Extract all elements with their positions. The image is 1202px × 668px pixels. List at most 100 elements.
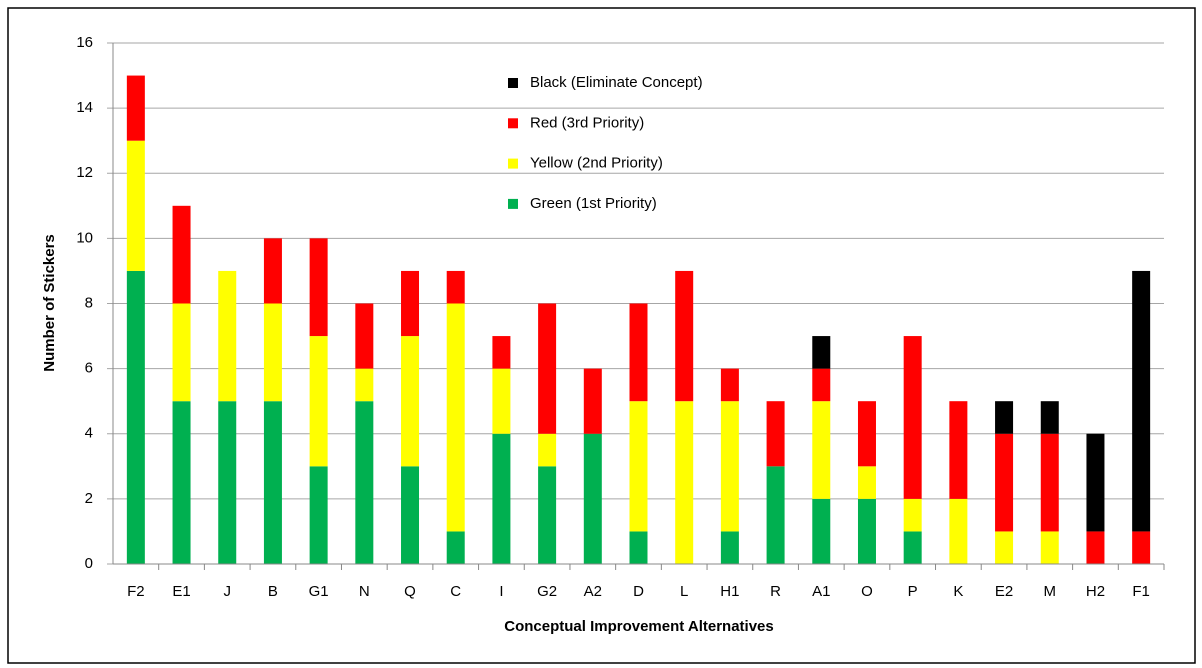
bar-segment xyxy=(812,368,831,402)
x-tick-label: D xyxy=(633,583,644,600)
bar-segment xyxy=(857,466,876,499)
bar-segment xyxy=(1040,433,1059,532)
y-tick-label: 10 xyxy=(76,229,93,246)
bar-segment xyxy=(583,433,602,564)
bar-segment xyxy=(218,401,237,564)
bar-segment xyxy=(401,336,420,467)
x-tick-label: P xyxy=(908,583,918,600)
bar-segment xyxy=(857,401,876,467)
x-tick-label: O xyxy=(861,583,873,600)
x-tick-label: L xyxy=(680,583,688,600)
bar-segment xyxy=(629,401,648,532)
bar-segment xyxy=(218,270,237,402)
bar-segment xyxy=(1132,531,1151,564)
bar-segment xyxy=(903,531,922,564)
bar-segment xyxy=(126,270,145,564)
bar-segment xyxy=(538,303,557,434)
x-axis-title: Conceptual Improvement Alternatives xyxy=(504,618,774,635)
x-tick-label: E1 xyxy=(172,583,190,600)
bar-segment xyxy=(492,336,511,369)
bar-segment xyxy=(309,238,328,337)
y-tick-label: 2 xyxy=(85,490,93,507)
legend-label: Green (1st Priority) xyxy=(530,195,657,212)
y-tick-label: 0 xyxy=(85,555,93,572)
bar-segment xyxy=(766,401,785,467)
bar-segment xyxy=(812,336,831,369)
bar-segment xyxy=(172,401,191,564)
bar-segment xyxy=(629,303,648,402)
bar-segment xyxy=(126,140,145,271)
x-tick-label: F1 xyxy=(1132,583,1150,600)
x-tick-label: N xyxy=(359,583,370,600)
bar-segment xyxy=(675,401,694,564)
bar-segment xyxy=(401,270,420,337)
bar-segment xyxy=(675,270,694,402)
legend-swatch xyxy=(508,118,518,129)
bar-segment xyxy=(583,368,602,434)
bar-segment xyxy=(446,303,465,532)
bar-segment xyxy=(720,531,739,564)
bar-segment xyxy=(995,433,1014,532)
x-tick-label: H1 xyxy=(720,583,739,600)
bar-segment xyxy=(720,401,739,532)
x-tick-label: Q xyxy=(404,583,416,600)
bar-segment xyxy=(309,466,328,564)
y-tick-label: 4 xyxy=(85,425,93,442)
y-tick-label: 16 xyxy=(76,34,93,51)
bar-segment xyxy=(263,401,282,564)
bar-segment xyxy=(1132,270,1151,532)
bar-segment xyxy=(1086,531,1105,564)
bar-segment xyxy=(492,368,511,434)
bar-segment xyxy=(263,303,282,402)
bar-segment xyxy=(538,433,557,467)
bar-segment xyxy=(812,401,831,499)
bar-segment xyxy=(492,433,511,564)
x-tick-label: K xyxy=(953,583,963,600)
y-tick-label: 12 xyxy=(76,164,93,181)
x-tick-label: J xyxy=(223,583,231,600)
bar-segment xyxy=(720,368,739,402)
bar-segment xyxy=(309,336,328,467)
x-tick-label: M xyxy=(1044,583,1057,600)
bar-segment xyxy=(446,270,465,304)
legend-swatch xyxy=(508,158,518,169)
bar-segment xyxy=(355,303,374,369)
bar-segment xyxy=(1040,401,1059,434)
x-tick-label: I xyxy=(499,583,503,600)
x-tick-label: G2 xyxy=(537,583,557,600)
y-tick-label: 14 xyxy=(76,99,93,116)
bar-segment xyxy=(446,531,465,564)
legend-label: Red (3rd Priority) xyxy=(530,114,644,131)
bar-segment xyxy=(401,466,420,564)
bar-segment xyxy=(126,75,145,141)
bar-segment xyxy=(1040,531,1059,564)
bar-segment xyxy=(355,401,374,564)
x-tick-label: A2 xyxy=(584,583,602,600)
legend-swatch xyxy=(508,78,518,88)
bar-segment xyxy=(857,498,876,564)
bar-segment xyxy=(172,205,191,304)
x-tick-label: G1 xyxy=(309,583,329,600)
legend-label: Black (Eliminate Concept) xyxy=(530,74,703,91)
x-tick-label: C xyxy=(450,583,461,600)
y-tick-label: 6 xyxy=(85,360,93,377)
bar-segment xyxy=(172,303,191,402)
x-tick-label: E2 xyxy=(995,583,1013,600)
x-tick-label: A1 xyxy=(812,583,830,600)
bar-segment xyxy=(903,336,922,499)
bar-segment xyxy=(629,531,648,564)
bar-segment xyxy=(538,466,557,564)
x-tick-label: B xyxy=(268,583,278,600)
bar-segment xyxy=(995,401,1014,434)
bar-segment xyxy=(812,498,831,564)
bar-segment xyxy=(903,498,922,532)
bar-segment xyxy=(263,238,282,304)
y-axis-title: Number of Stickers xyxy=(41,234,58,372)
y-tick-label: 8 xyxy=(85,294,93,311)
x-tick-label: H2 xyxy=(1086,583,1105,600)
legend-label: Yellow (2nd Priority) xyxy=(530,155,663,172)
x-tick-label: R xyxy=(770,583,781,600)
bar-segment xyxy=(995,531,1014,564)
bar-segment xyxy=(949,401,968,499)
